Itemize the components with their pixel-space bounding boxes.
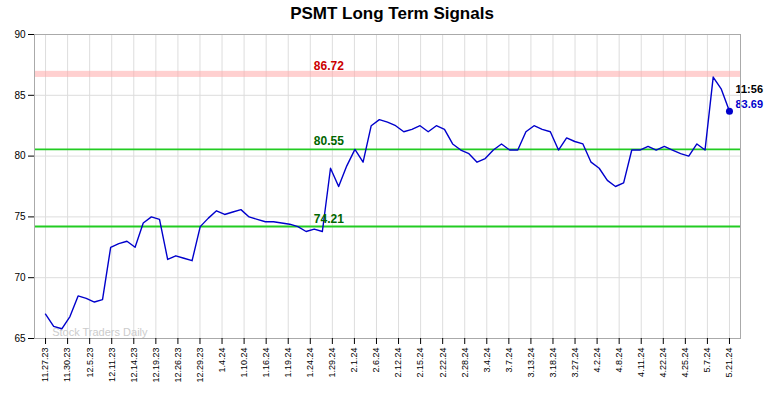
svg-text:75: 75: [14, 211, 26, 222]
svg-text:12.14.23: 12.14.23: [129, 348, 139, 383]
html-text:PSMT Long Term Signals: PSMT Long Term Signals: [290, 4, 494, 23]
svg-text:3.13.24: 3.13.24: [526, 348, 536, 378]
svg-text:80: 80: [14, 150, 26, 161]
svg-text:80.55: 80.55: [314, 134, 344, 148]
svg-text:86.72: 86.72: [314, 59, 344, 73]
svg-text:11:56: 11:56: [735, 83, 763, 95]
svg-text:12.5.23: 12.5.23: [85, 348, 95, 378]
svg-text:2.6.24: 2.6.24: [371, 348, 381, 373]
svg-text:4.22.24: 4.22.24: [658, 348, 668, 378]
svg-text:2.22.24: 2.22.24: [438, 348, 448, 378]
svg-text:65: 65: [14, 333, 26, 344]
svg-text:4.11.24: 4.11.24: [636, 348, 646, 377]
svg-text:85: 85: [14, 90, 26, 101]
svg-text:3.18.24: 3.18.24: [548, 348, 558, 378]
svg-text:3.27.24: 3.27.24: [570, 348, 580, 378]
svg-text:1.4.24: 1.4.24: [217, 348, 227, 373]
svg-text:12.11.23: 12.11.23: [107, 348, 117, 382]
svg-text:74.21: 74.21: [314, 212, 344, 226]
svg-text:11.27.23: 11.27.23: [40, 348, 50, 382]
svg-text:11.30.23: 11.30.23: [62, 348, 72, 382]
svg-text:3.4.24: 3.4.24: [482, 348, 492, 373]
svg-text:2.12.24: 2.12.24: [393, 348, 403, 378]
svg-text:1.16.24: 1.16.24: [261, 348, 271, 378]
svg-text:1.10.24: 1.10.24: [239, 348, 249, 378]
svg-text:5.7.24: 5.7.24: [702, 348, 712, 373]
svg-text:12.29.23: 12.29.23: [195, 348, 205, 383]
svg-text:70: 70: [14, 272, 26, 283]
svg-text:2.15.24: 2.15.24: [415, 348, 425, 378]
svg-text:4.25.24: 4.25.24: [680, 348, 690, 378]
svg-text:2.1.24: 2.1.24: [349, 348, 359, 373]
svg-text:12.26.23: 12.26.23: [173, 348, 183, 383]
svg-text:12.19.23: 12.19.23: [151, 348, 161, 383]
svg-text:83.69: 83.69: [735, 98, 763, 110]
svg-text:4.8.24: 4.8.24: [614, 348, 624, 373]
svg-text:2.28.24: 2.28.24: [460, 348, 470, 378]
svg-text:4.2.24: 4.2.24: [592, 348, 602, 373]
svg-text:90: 90: [14, 29, 26, 40]
svg-text:1.19.24: 1.19.24: [283, 348, 293, 378]
svg-text:Stock Traders Daily: Stock Traders Daily: [52, 326, 148, 338]
svg-text:1.24.24: 1.24.24: [305, 348, 315, 378]
svg-text:5.21.24: 5.21.24: [724, 348, 734, 378]
svg-text:1.29.24: 1.29.24: [327, 348, 337, 378]
svg-text:3.7.24: 3.7.24: [504, 348, 514, 373]
